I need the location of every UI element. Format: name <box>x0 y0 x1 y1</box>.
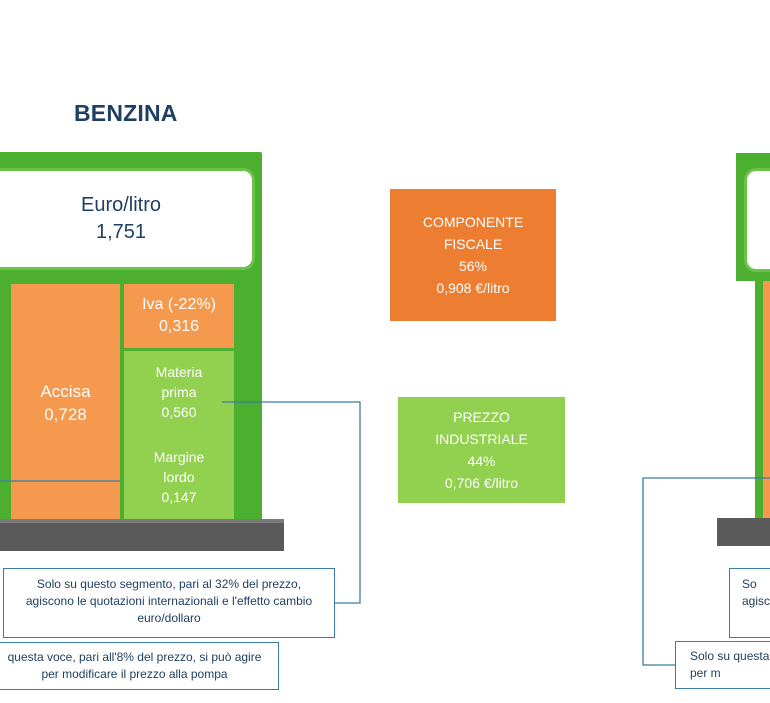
fiscale-line1: COMPONENTE <box>422 214 524 230</box>
industriale-line2: INDUSTRIALE <box>435 431 528 447</box>
margine-note: questa voce, pari all'8% del prezzo, si … <box>0 642 279 690</box>
componente-fiscale-box: COMPONENTE FISCALE 56% 0,908 €/litro <box>390 189 556 321</box>
margine-lordo-segment: Margine lordo 0,147 <box>124 447 234 507</box>
materia-connector <box>222 401 361 604</box>
accisa-segment: Accisa 0,728 <box>11 284 120 522</box>
materia-note-line2: agiscono le quotazioni internazionali e … <box>25 594 313 608</box>
right-pump-segment <box>763 281 770 521</box>
materia-note-line1: Solo su questo segmento, pari al 32% del… <box>36 577 302 591</box>
materia-note: Solo su questo segmento, pari al 32% del… <box>3 568 335 638</box>
industriale-value: 0,706 €/litro <box>444 475 519 491</box>
pump-base <box>0 523 284 551</box>
title: BENZINA <box>74 100 178 126</box>
right-pump-divider <box>755 281 763 521</box>
industriale-line1: PREZZO <box>453 409 510 425</box>
fiscale-value: 0,908 €/litro <box>436 280 510 296</box>
iva-value: 0,316 <box>158 318 200 335</box>
materia-label-1: Materia <box>155 364 203 380</box>
fiscale-line2: FISCALE <box>443 236 503 252</box>
industrial-segment <box>124 351 234 522</box>
right-materia-note-line1: So <box>742 577 757 591</box>
fiscale-percent: 56% <box>458 258 488 274</box>
iva-label: Iva (-22%) <box>142 296 216 313</box>
right-materia-note: So agisc <box>729 568 770 638</box>
price-box: Euro/litro 1,751 <box>0 168 255 270</box>
price-value: 1,751 <box>95 221 147 243</box>
materia-value: 0,560 <box>161 404 197 420</box>
pump-base-edge <box>0 519 284 523</box>
margine-label-2: lordo <box>163 469 195 485</box>
accisa-value: 0,728 <box>44 405 87 424</box>
right-price-box <box>744 168 770 272</box>
right-margine-note: Solo su questa per m <box>675 641 770 689</box>
price-unit: Euro/litro <box>80 194 162 216</box>
iva-segment: Iva (-22%) 0,316 <box>124 284 234 348</box>
accisa-label: Accisa <box>40 382 91 401</box>
prezzo-industriale-box: PREZZO INDUSTRIALE 44% 0,706 €/litro <box>398 397 565 503</box>
margine-note-line2: per modificare il prezzo alla pompa <box>41 667 228 681</box>
right-pump-base <box>717 518 770 546</box>
right-materia-note-line2: agisc <box>742 594 770 608</box>
right-margine-connector <box>642 477 770 666</box>
margine-note-line1: questa voce, pari all'8% del prezzo, si … <box>7 650 262 664</box>
materia-prima-segment: Materia prima 0,560 <box>124 362 234 422</box>
materia-label-2: prima <box>161 384 197 400</box>
right-margine-note-line2: per m <box>690 666 721 680</box>
right-margine-note-line1: Solo su questa <box>690 649 770 663</box>
margine-value: 0,147 <box>161 489 197 505</box>
industriale-percent: 44% <box>467 453 496 469</box>
margine-label-1: Margine <box>153 449 205 465</box>
materia-note-line3: euro/dollaro <box>137 611 201 625</box>
